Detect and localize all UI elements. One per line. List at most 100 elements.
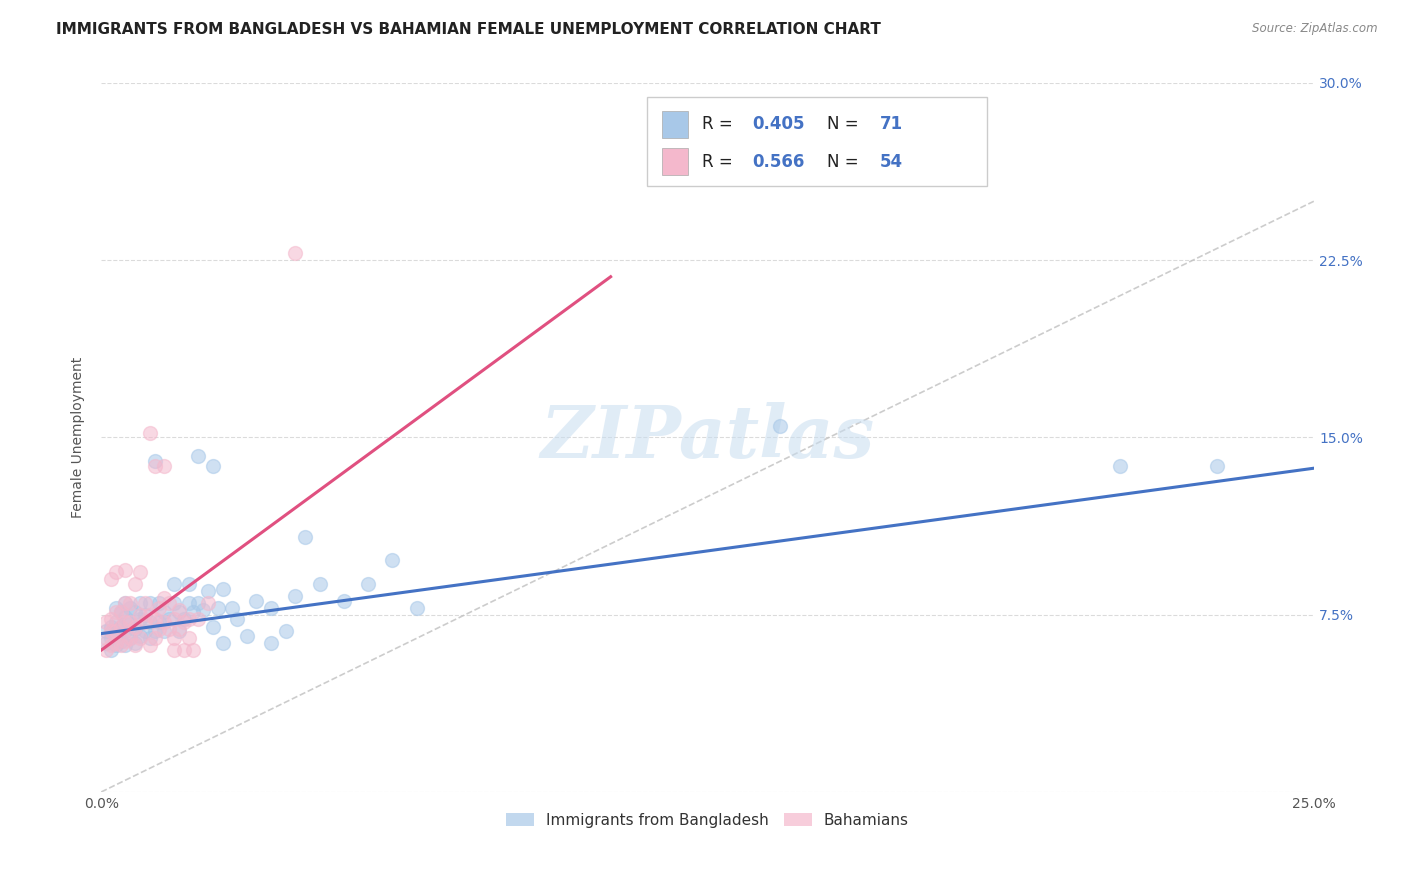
Point xyxy=(104,639,127,653)
Point xyxy=(100,572,122,586)
Text: 54: 54 xyxy=(880,153,903,170)
Point xyxy=(187,596,209,610)
Point xyxy=(138,607,160,622)
Point xyxy=(110,633,132,648)
Point xyxy=(138,632,160,646)
Point xyxy=(197,596,219,610)
Point xyxy=(94,643,117,657)
Point xyxy=(110,619,132,633)
Text: 0.405: 0.405 xyxy=(752,115,806,133)
Point xyxy=(120,632,142,646)
Point xyxy=(405,600,427,615)
Point xyxy=(153,458,176,473)
Point xyxy=(1109,458,1132,473)
Point xyxy=(157,622,180,636)
Point xyxy=(100,624,122,639)
Text: Source: ZipAtlas.com: Source: ZipAtlas.com xyxy=(1253,22,1378,36)
Point xyxy=(260,600,283,615)
Point xyxy=(124,605,146,619)
Point xyxy=(134,624,156,639)
Point xyxy=(308,577,330,591)
Point xyxy=(100,612,122,626)
Point xyxy=(104,629,127,643)
Point xyxy=(769,418,792,433)
FancyBboxPatch shape xyxy=(647,97,987,186)
Point xyxy=(100,619,122,633)
Point xyxy=(284,246,307,260)
Point xyxy=(134,596,156,610)
Point xyxy=(120,632,142,646)
Point xyxy=(114,563,136,577)
Point xyxy=(173,643,195,657)
Point xyxy=(148,622,170,636)
Point xyxy=(173,615,195,629)
Point xyxy=(129,612,152,626)
Point xyxy=(124,636,146,650)
Point xyxy=(129,565,152,579)
Point xyxy=(167,605,190,619)
Point xyxy=(284,589,307,603)
Point xyxy=(148,596,170,610)
Text: N =: N = xyxy=(827,153,858,170)
Point xyxy=(183,605,205,619)
Point xyxy=(177,577,200,591)
Point xyxy=(104,636,127,650)
Point xyxy=(381,553,404,567)
Point xyxy=(104,565,127,579)
Point xyxy=(129,596,152,610)
Point xyxy=(120,600,142,615)
Text: N =: N = xyxy=(827,115,858,133)
Text: ZIPatlas: ZIPatlas xyxy=(541,402,875,473)
Point xyxy=(211,636,233,650)
Point xyxy=(157,612,180,626)
Point xyxy=(211,582,233,596)
Point xyxy=(260,636,283,650)
Point xyxy=(138,596,160,610)
Point xyxy=(110,639,132,653)
Point xyxy=(221,600,243,615)
Point xyxy=(104,600,127,615)
Point xyxy=(124,577,146,591)
Point xyxy=(138,425,160,440)
Point xyxy=(191,603,214,617)
Point xyxy=(357,577,380,591)
Point xyxy=(294,530,316,544)
Point xyxy=(124,639,146,653)
Point xyxy=(104,605,127,619)
Point xyxy=(163,643,186,657)
Text: IMMIGRANTS FROM BANGLADESH VS BAHAMIAN FEMALE UNEMPLOYMENT CORRELATION CHART: IMMIGRANTS FROM BANGLADESH VS BAHAMIAN F… xyxy=(56,22,882,37)
Text: 0.566: 0.566 xyxy=(752,153,804,170)
Point xyxy=(148,600,170,615)
Point xyxy=(153,615,176,629)
Point xyxy=(167,622,190,636)
Point xyxy=(163,596,186,610)
Point xyxy=(120,615,142,629)
Point xyxy=(177,596,200,610)
FancyBboxPatch shape xyxy=(662,148,689,175)
Point xyxy=(143,632,166,646)
Point xyxy=(129,632,152,646)
Point xyxy=(163,577,186,591)
Point xyxy=(207,600,229,615)
Point xyxy=(153,605,176,619)
Text: 71: 71 xyxy=(880,115,903,133)
Point xyxy=(157,596,180,610)
Point xyxy=(143,612,166,626)
Point xyxy=(94,636,117,650)
Point xyxy=(114,624,136,639)
Point xyxy=(163,632,186,646)
Point xyxy=(114,633,136,648)
Point xyxy=(138,639,160,653)
Point xyxy=(124,622,146,636)
Point xyxy=(120,617,142,632)
Y-axis label: Female Unemployment: Female Unemployment xyxy=(72,357,86,518)
Point xyxy=(148,615,170,629)
Point xyxy=(183,643,205,657)
Point xyxy=(143,458,166,473)
Point xyxy=(94,624,117,639)
Point xyxy=(333,593,356,607)
Point xyxy=(177,632,200,646)
Text: R =: R = xyxy=(702,153,733,170)
Point xyxy=(134,615,156,629)
Point xyxy=(167,624,190,639)
